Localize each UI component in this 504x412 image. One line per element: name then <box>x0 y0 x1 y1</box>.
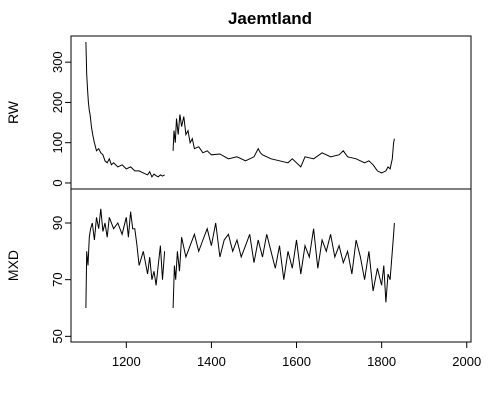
y-tick-label: 50 <box>50 329 65 343</box>
chart-title: Jaemtland <box>228 9 312 28</box>
x-tick-label: 1400 <box>197 354 226 369</box>
plot-frame <box>70 188 472 343</box>
y-tick-label: 200 <box>50 92 65 114</box>
x-axis: 1200 1400 1600 1800 2000 <box>112 342 481 369</box>
panel-rw: 0 100 200 300 RW <box>5 35 472 190</box>
y-tick-label: 70 <box>50 272 65 286</box>
series-line <box>85 208 166 309</box>
series-line <box>85 41 165 178</box>
y-tick-label: 100 <box>50 132 65 154</box>
x-tick-label: 1200 <box>112 354 141 369</box>
plot-frame <box>70 35 472 190</box>
y-tick-label: 90 <box>50 216 65 230</box>
x-tick-label: 1600 <box>282 354 311 369</box>
x-tick-label: 1800 <box>367 354 396 369</box>
series-line <box>172 222 395 309</box>
x-tick-label: 2000 <box>452 354 481 369</box>
y-axis-label: RW <box>5 100 21 124</box>
panel-mxd: 50 70 90 MXD <box>5 188 472 344</box>
series-line <box>172 114 395 174</box>
y-tick-label: 0 <box>50 179 65 186</box>
y-axis-label: MXD <box>5 250 21 281</box>
y-tick-label: 300 <box>50 51 65 73</box>
